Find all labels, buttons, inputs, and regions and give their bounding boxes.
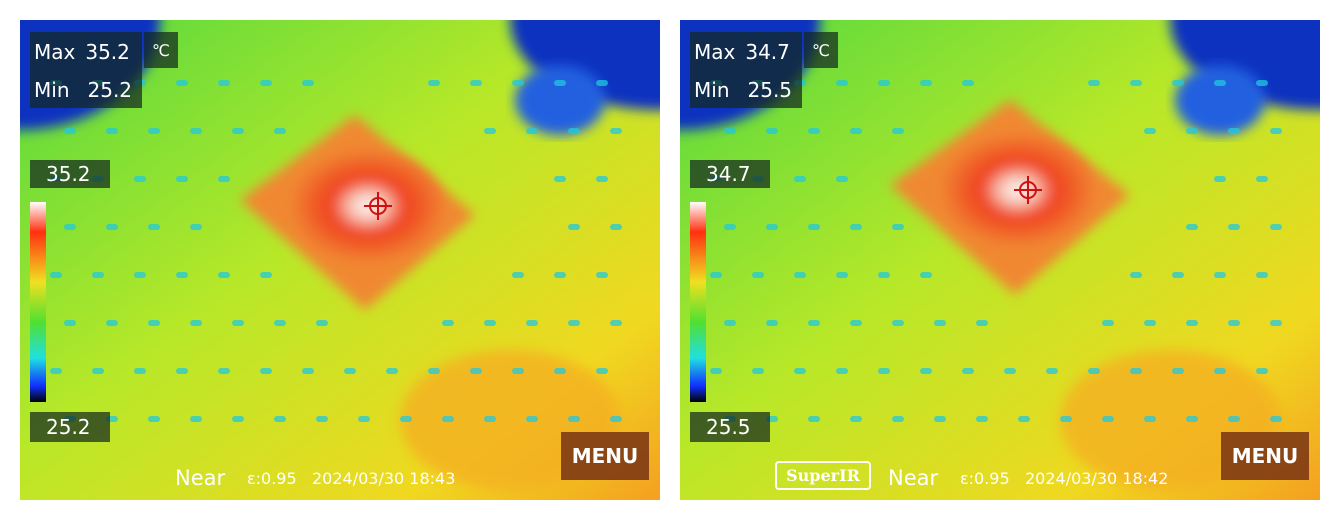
thermal-image [20, 20, 660, 500]
menu-button[interactable]: MENU [561, 432, 649, 480]
color-scale [690, 202, 706, 402]
mode-badge: SuperIR [775, 461, 871, 490]
min-label: Min [694, 78, 730, 102]
min-reading: Min 25.5 [690, 72, 802, 108]
min-value: 25.5 [747, 78, 793, 102]
datetime: 2024/03/30 18:42 [1025, 469, 1169, 488]
menu-button[interactable]: MENU [1221, 432, 1309, 480]
max-value: 34.7 [745, 40, 790, 64]
max-label: Max [694, 40, 736, 64]
focus: Near [888, 466, 939, 490]
min-label: Min [34, 78, 70, 102]
min-reading: Min 25.2 [30, 72, 142, 108]
emissivity: ε:0.95 [247, 469, 297, 488]
max-value: 35.2 [85, 40, 130, 64]
scale-min: 25.2 [30, 412, 110, 442]
max-reading: Max 35.2 [30, 32, 142, 72]
max-label: Max [34, 40, 76, 64]
scale-max: 35.2 [30, 160, 110, 188]
thermal-image [680, 20, 1320, 500]
thermal-view: Max 35.2 ℃ Min 25.2 35.2 25.2 Near ε:0.95 2024/03… [20, 20, 660, 500]
scale-max: 34.7 [690, 160, 770, 188]
thermal-view: Max 34.7 ℃ Min 25.5 34.7 25.5 SuperIR Near ε:0.95… [680, 20, 1320, 500]
datetime: 2024/03/30 18:43 [312, 469, 456, 488]
max-reading: Max 34.7 [690, 32, 802, 72]
unit: ℃ [144, 32, 178, 68]
unit: ℃ [804, 32, 838, 68]
emissivity: ε:0.95 [960, 469, 1010, 488]
scale-min: 25.5 [690, 412, 770, 442]
color-scale [30, 202, 46, 402]
min-value: 25.2 [87, 78, 133, 102]
focus: Near [175, 466, 226, 490]
